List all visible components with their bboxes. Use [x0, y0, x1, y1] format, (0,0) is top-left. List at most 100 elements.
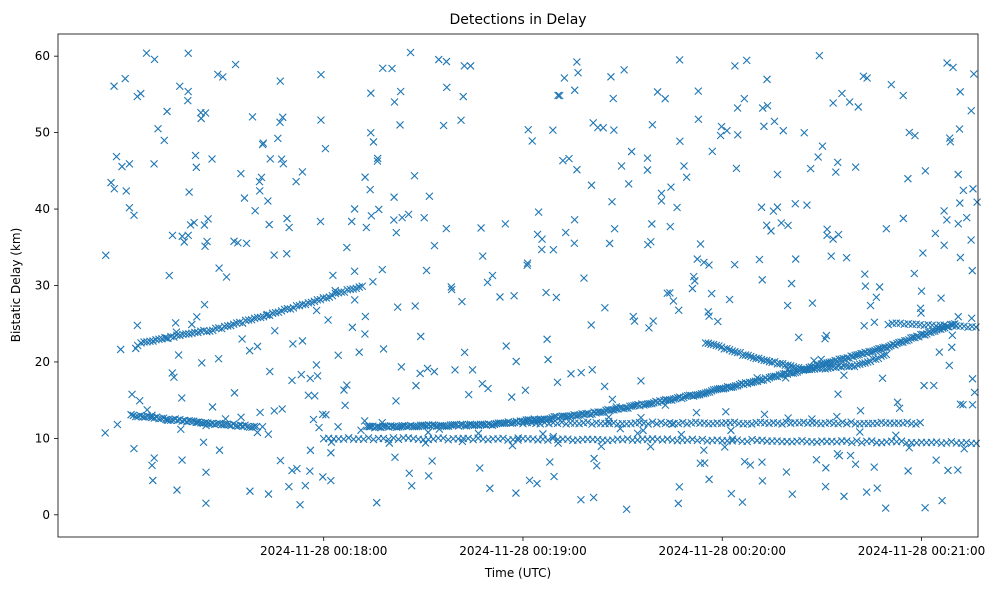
data-point — [210, 420, 219, 429]
data-point — [136, 89, 145, 98]
data-point — [230, 388, 239, 397]
data-point — [713, 317, 722, 326]
data-point — [214, 324, 223, 332]
data-point — [218, 73, 227, 81]
data-point — [549, 245, 558, 254]
data-point — [304, 391, 313, 400]
data-point — [668, 420, 677, 429]
x-tick-label: 2024-11-28 00:20:00 — [659, 544, 786, 558]
data-point — [665, 288, 674, 297]
data-point — [478, 379, 487, 388]
data-point — [135, 396, 144, 405]
data-point — [599, 123, 608, 132]
data-point — [904, 174, 912, 183]
data-point — [202, 499, 210, 508]
data-point — [639, 426, 648, 435]
data-point — [829, 235, 837, 243]
data-point — [282, 249, 291, 258]
data-point — [895, 404, 904, 413]
data-point — [317, 116, 325, 124]
data-point — [827, 252, 836, 261]
data-point — [366, 89, 375, 98]
data-point — [202, 327, 211, 336]
data-point — [949, 63, 957, 72]
data-point — [329, 271, 337, 280]
data-point — [360, 417, 369, 425]
data-point — [283, 214, 291, 223]
y-axis-ticks: 0 10 20 30 40 50 60 — [35, 49, 58, 522]
data-point — [698, 435, 707, 444]
data-point — [168, 369, 177, 377]
data-point — [622, 404, 630, 412]
data-point — [630, 317, 639, 325]
data-point — [215, 446, 224, 455]
data-point — [760, 410, 769, 419]
data-point — [404, 210, 413, 219]
data-point — [757, 203, 766, 212]
data-point — [176, 415, 184, 424]
data-point — [208, 155, 216, 163]
data-point — [420, 213, 429, 222]
data-point — [270, 326, 279, 335]
data-point — [192, 163, 201, 172]
data-point — [860, 270, 869, 279]
data-point — [154, 124, 162, 133]
data-point — [676, 137, 684, 146]
data-point — [255, 186, 264, 195]
data-point — [693, 255, 702, 263]
data-point — [842, 437, 851, 445]
data-point — [647, 220, 656, 228]
data-point — [554, 439, 563, 448]
data-point — [929, 381, 938, 390]
data-point — [416, 369, 425, 378]
data-point — [442, 224, 451, 233]
data-point — [366, 185, 375, 194]
data-point — [973, 198, 982, 206]
data-point — [728, 347, 737, 355]
data-point — [553, 419, 562, 428]
data-point — [858, 359, 867, 368]
data-point — [553, 378, 562, 387]
data-point — [136, 411, 145, 420]
data-point — [128, 390, 136, 399]
data-point — [178, 456, 186, 465]
data-point — [863, 358, 872, 366]
data-point — [600, 382, 609, 391]
data-point — [278, 405, 287, 413]
data-point — [385, 439, 394, 447]
data-point — [567, 369, 575, 378]
data-point — [528, 137, 537, 145]
data-point — [870, 318, 879, 327]
x-tick-label: 2024-11-28 00:18:00 — [260, 544, 387, 558]
data-point — [434, 55, 443, 64]
data-point — [514, 434, 523, 442]
data-point — [110, 82, 118, 91]
data-point — [405, 469, 414, 478]
data-point — [410, 171, 419, 180]
data-point — [121, 74, 130, 83]
data-point — [667, 396, 676, 404]
data-point — [633, 429, 642, 438]
data-point — [967, 106, 976, 115]
data-point — [786, 361, 795, 370]
data-point — [222, 273, 231, 281]
data-point — [646, 442, 655, 451]
data-point — [940, 241, 949, 250]
data-point — [696, 240, 705, 248]
data-point — [840, 371, 848, 380]
data-point — [460, 348, 469, 357]
y-tick-label: 20 — [35, 355, 50, 369]
data-point — [525, 476, 534, 485]
data-point — [730, 260, 739, 269]
data-point — [166, 416, 175, 425]
data-point — [270, 251, 279, 259]
data-point — [791, 199, 800, 208]
data-point — [276, 118, 284, 127]
data-point — [439, 434, 448, 443]
data-point — [806, 164, 815, 173]
data-point — [133, 341, 142, 350]
data-point — [407, 481, 416, 490]
y-tick-label: 60 — [35, 49, 50, 63]
data-point — [747, 420, 756, 428]
data-point — [587, 321, 596, 329]
